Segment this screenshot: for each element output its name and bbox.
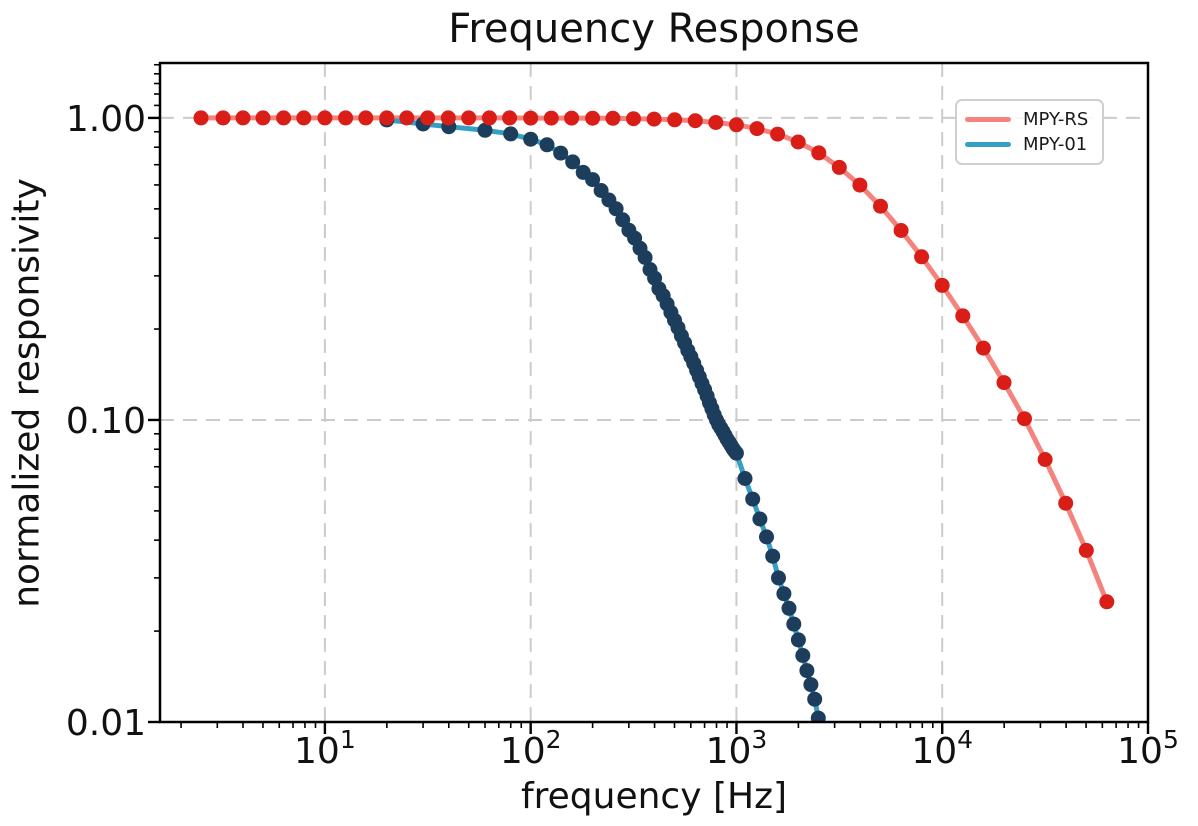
svg-text:103: 103 — [706, 725, 768, 772]
legend-entry-mpy-rs: MPY-RS — [965, 108, 1102, 130]
y-axis-label: normalized responsivity — [6, 178, 48, 608]
legend-entry-mpy-01: MPY-01 — [965, 133, 1102, 155]
legend-label-mpy-01: MPY-01 — [1023, 133, 1088, 155]
legend-swatch-mpy-01 — [965, 142, 1011, 147]
x-tick-labels: 101 102 103 104 105 — [294, 725, 1179, 772]
tick-marks — [148, 63, 1150, 734]
series-line-mpy-rs — [198, 115, 1110, 605]
chart-title: Frequency Response — [448, 6, 860, 52]
svg-text:101: 101 — [294, 725, 356, 772]
legend-label-mpy-rs: MPY-RS — [1023, 108, 1089, 130]
svg-text:0.01: 0.01 — [66, 703, 146, 744]
svg-text:105: 105 — [1117, 725, 1179, 772]
svg-text:104: 104 — [911, 725, 973, 772]
svg-text:102: 102 — [500, 725, 562, 772]
svg-text:0.10: 0.10 — [66, 401, 146, 442]
y-tick-labels: 1.00 0.10 0.01 — [66, 99, 146, 744]
legend: MPY-RS MPY-01 — [955, 99, 1104, 165]
x-axis-label: frequency [Hz] — [520, 776, 788, 817]
legend-swatch-mpy-rs — [965, 117, 1011, 122]
svg-text:1.00: 1.00 — [66, 99, 146, 140]
series-markers-mpy-rs — [193, 110, 1115, 610]
